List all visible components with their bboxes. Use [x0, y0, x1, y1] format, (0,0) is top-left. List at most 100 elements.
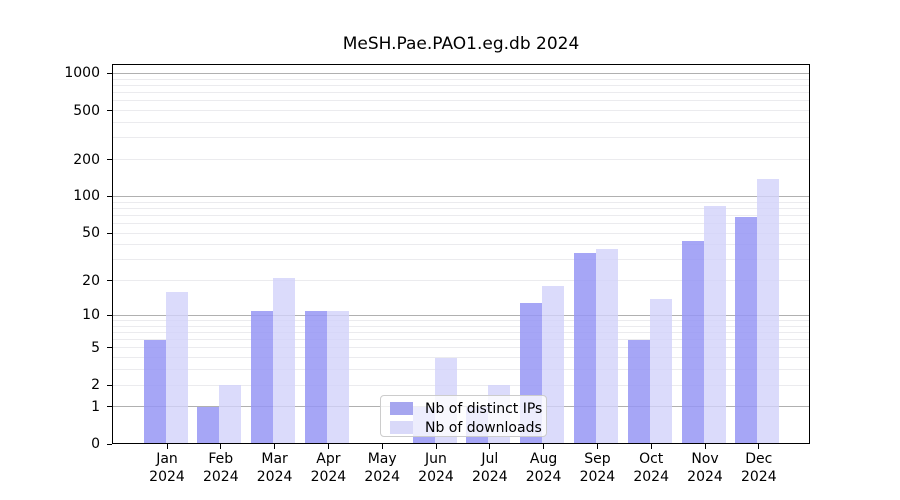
y-tick-label-50: 50 [82, 225, 100, 242]
gridline-minor-700 [112, 92, 810, 94]
bar-distinct-ips-oct [627, 339, 650, 444]
gridline-minor-30 [112, 259, 810, 261]
gridline-minor-200 [112, 159, 810, 161]
legend-label-downloads: Nb of downloads [425, 419, 542, 436]
x-tick-label-nov: Nov 2024 [687, 451, 723, 485]
bar-distinct-ips-sep [573, 253, 596, 444]
gridline-minor-3 [112, 369, 810, 371]
y-tick-mark-5 [107, 347, 112, 349]
x-tick-label-may: May 2024 [364, 451, 401, 485]
y-tick-mark-1000 [107, 72, 112, 74]
x-tick-mark-dec [758, 444, 760, 449]
gridline-minor-400 [112, 122, 810, 124]
bar-distinct-ips-nov [681, 241, 704, 444]
legend-swatch-downloads-icon [390, 421, 413, 434]
gridline-minor-50 [112, 232, 810, 234]
y-tick-label-200: 200 [73, 151, 100, 168]
x-tick-label-jan: Jan 2024 [149, 451, 185, 485]
bar-downloads-apr [326, 310, 349, 444]
y-tick-label-10: 10 [82, 307, 100, 324]
y-tick-mark-500 [107, 110, 112, 112]
x-tick-label-feb: Feb 2024 [202, 451, 239, 485]
bar-distinct-ips-apr [304, 310, 327, 444]
y-tick-label-1000: 1000 [64, 65, 100, 82]
x-tick-label-jun: Jun 2024 [418, 451, 454, 485]
gridline-minor-900 [112, 78, 810, 80]
bar-distinct-ips-dec [735, 216, 758, 444]
bar-downloads-dec [757, 179, 780, 444]
y-tick-label-5: 5 [91, 339, 100, 356]
gridline-minor-8 [112, 325, 810, 327]
legend-label-distinct-ips: Nb of distinct IPs [425, 400, 543, 417]
plot-area [112, 64, 810, 444]
gridline-minor-600 [112, 100, 810, 102]
y-tick-label-2: 2 [91, 377, 100, 394]
gridline-minor-800 [112, 84, 810, 86]
y-tick-mark-0 [107, 443, 112, 445]
gridline-minor-2 [112, 384, 810, 386]
gridline-minor-70 [112, 214, 810, 216]
legend-item-downloads: Nb of downloads [381, 419, 542, 436]
x-tick-mark-aug [543, 444, 545, 449]
gridline-major-1000 [112, 72, 810, 74]
x-tick-label-sep: Sep 2024 [579, 451, 616, 485]
x-tick-label-jul: Jul 2024 [471, 451, 508, 485]
y-tick-mark-100 [107, 195, 112, 197]
x-tick-mark-may [381, 444, 383, 449]
x-tick-label-aug: Aug 2024 [525, 451, 562, 485]
y-tick-label-500: 500 [73, 102, 100, 119]
gridline-minor-6 [112, 339, 810, 341]
y-tick-label-1: 1 [91, 398, 100, 415]
bar-distinct-ips-jan [143, 339, 166, 444]
gridline-minor-20 [112, 280, 810, 282]
bar-downloads-nov [703, 205, 726, 444]
x-tick-mark-nov [704, 444, 706, 449]
x-tick-mark-oct [650, 444, 652, 449]
gridline-minor-40 [112, 244, 810, 246]
y-tick-mark-2 [107, 384, 112, 386]
chart-title: MeSH.Pae.PAO1.eg.db 2024 [342, 34, 580, 54]
legend-item-distinct-ips: Nb of distinct IPs [381, 400, 542, 417]
x-tick-mark-feb [220, 444, 222, 449]
x-tick-mark-apr [327, 444, 329, 449]
y-tick-mark-20 [107, 280, 112, 282]
bar-downloads-mar [273, 278, 296, 444]
x-tick-mark-jun [435, 444, 437, 449]
legend-swatch-distinct-ips-icon [390, 402, 413, 415]
bar-downloads-sep [595, 248, 618, 444]
gridline-major-100 [112, 195, 810, 197]
x-tick-mark-sep [596, 444, 598, 449]
gridline-minor-60 [112, 223, 810, 225]
y-tick-mark-200 [107, 159, 112, 161]
y-tick-label-20: 20 [82, 272, 100, 289]
bar-downloads-feb [219, 385, 242, 444]
y-tick-label-100: 100 [73, 188, 100, 205]
gridline-minor-80 [112, 207, 810, 209]
bar-distinct-ips-mar [251, 310, 274, 444]
x-tick-mark-mar [274, 444, 276, 449]
gridline-minor-7 [112, 331, 810, 333]
gridline-minor-300 [112, 137, 810, 139]
y-tick-mark-10 [107, 314, 112, 316]
gridline-minor-5 [112, 347, 810, 349]
gridline-minor-9 [112, 320, 810, 321]
x-tick-label-mar: Mar 2024 [256, 451, 293, 485]
y-tick-mark-50 [107, 232, 112, 234]
bar-distinct-ips-feb [197, 406, 220, 444]
y-tick-mark-1 [107, 406, 112, 408]
x-tick-label-oct: Oct 2024 [633, 451, 670, 485]
x-tick-label-dec: Dec 2024 [740, 451, 777, 485]
x-tick-mark-jul [489, 444, 491, 449]
x-tick-label-apr: Apr 2024 [310, 451, 347, 485]
bar-downloads-aug [542, 286, 565, 444]
bar-downloads-oct [649, 298, 672, 444]
x-tick-mark-jan [166, 444, 168, 449]
legend: Nb of distinct IPs Nb of downloads [380, 395, 547, 437]
y-tick-label-0: 0 [91, 436, 100, 452]
gridline-minor-4 [112, 357, 810, 359]
gridline-minor-500 [112, 110, 810, 112]
gridline-minor-90 [112, 201, 810, 203]
gridline-major-10 [112, 314, 810, 316]
bar-downloads-jan [165, 292, 188, 444]
